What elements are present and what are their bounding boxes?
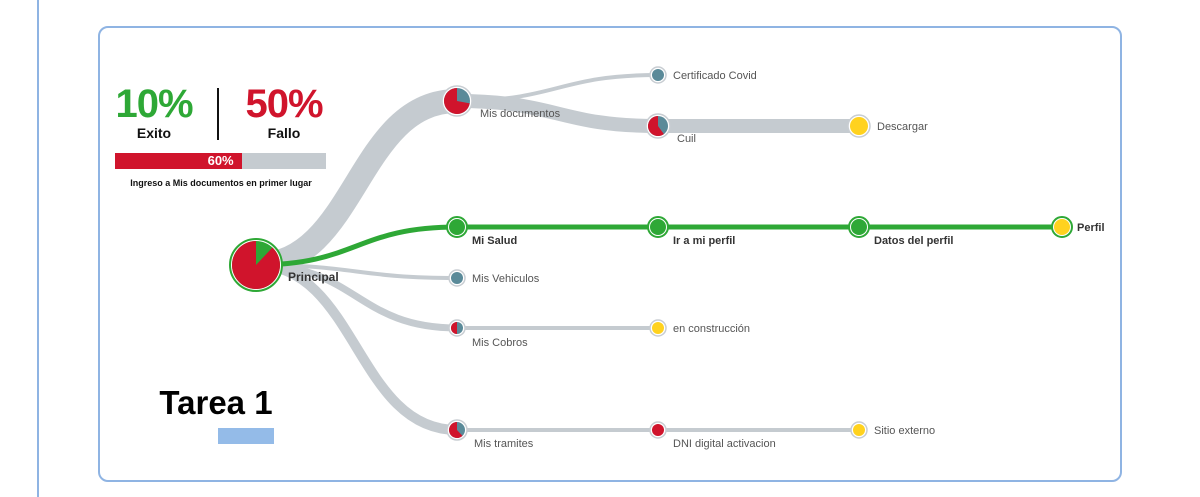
flow-link-principal-to-mis-tramites bbox=[251, 260, 462, 435]
flow-node-label: Certificado Covid bbox=[673, 70, 757, 82]
flow-node-label: Sitio externo bbox=[874, 425, 935, 437]
left-margin-rule bbox=[37, 0, 39, 497]
task-title: Tarea 1 bbox=[159, 384, 273, 421]
flow-node-ir-a-mi-perfil[interactable] bbox=[647, 216, 669, 238]
flow-node-label: Descargar bbox=[877, 121, 928, 133]
flow-node-mis-documentos[interactable] bbox=[441, 85, 473, 117]
flow-node-mis-tramites[interactable] bbox=[446, 419, 468, 441]
flow-node-label: Ir a mi perfil bbox=[673, 235, 735, 247]
failure-stat: 50% Fallo bbox=[236, 84, 332, 142]
flow-node-label: en construcción bbox=[673, 323, 750, 335]
flow-node-en-construccion[interactable] bbox=[649, 319, 667, 337]
flow-node-cuil[interactable] bbox=[645, 113, 671, 139]
flow-node-sitio-externo[interactable] bbox=[850, 421, 868, 439]
flow-node-mis-cobros[interactable] bbox=[448, 319, 466, 337]
stat-divider bbox=[217, 88, 219, 140]
flow-node-label: Mis documentos bbox=[480, 108, 561, 120]
flow-node-label: Perfil bbox=[1077, 222, 1105, 234]
flow-node-label: Cuil bbox=[677, 133, 696, 145]
flow-node-principal[interactable] bbox=[229, 238, 283, 292]
flow-node-label: Principal bbox=[288, 270, 339, 284]
flow-node-label: Mis tramites bbox=[474, 438, 534, 450]
flow-node-label: Mis Cobros bbox=[472, 337, 528, 349]
progress-bar-fill bbox=[115, 153, 242, 169]
flow-node-label: Mi Salud bbox=[472, 235, 517, 247]
task-accent-bar bbox=[218, 428, 274, 444]
progress-caption: Ingreso a Mis documentos en primer lugar bbox=[130, 178, 312, 188]
progress-bar: 60% bbox=[115, 153, 326, 169]
flow-node-dni-digital-activacion[interactable] bbox=[649, 421, 667, 439]
flow-node-perfil[interactable] bbox=[1051, 216, 1073, 238]
flow-link-mis-documentos-to-cuil bbox=[450, 94, 665, 133]
flow-node-descargar[interactable] bbox=[847, 114, 871, 138]
flow-node-label: Mis Vehiculos bbox=[472, 273, 540, 285]
flow-node-datos-del-perfil[interactable] bbox=[848, 216, 870, 238]
flow-link-principal-to-mi-salud bbox=[253, 224, 460, 268]
failure-label: Fallo bbox=[267, 125, 301, 141]
failure-percentage: 50% bbox=[245, 82, 323, 126]
flow-link-principal-to-mis-documentos bbox=[244, 89, 469, 277]
success-stat: 10% Exito bbox=[108, 84, 200, 142]
flow-node-certificado-covid[interactable] bbox=[649, 66, 667, 84]
success-percentage: 10% bbox=[115, 82, 193, 126]
flow-node-mi-salud[interactable] bbox=[446, 216, 468, 238]
flow-node-label: Datos del perfil bbox=[874, 235, 953, 247]
flow-node-mis-vehiculos[interactable] bbox=[448, 269, 466, 287]
success-label: Exito bbox=[136, 125, 172, 141]
flow-node-label: DNI digital activacion bbox=[673, 438, 776, 450]
progress-bar-value: 60% bbox=[207, 153, 234, 168]
